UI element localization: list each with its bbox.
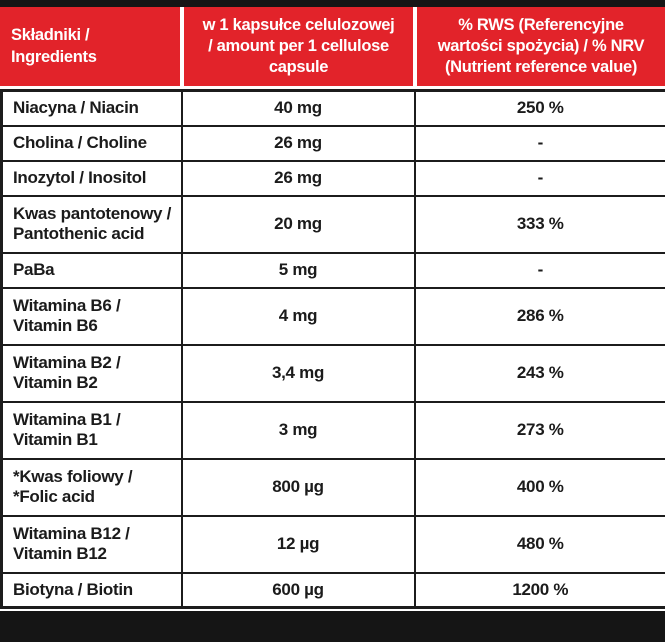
header-rws-nrv: % RWS (Referencyjne wartości spożycia) /… bbox=[413, 7, 665, 86]
ingredient-rws: - bbox=[413, 124, 665, 162]
ingredient-amount: 12 µg bbox=[180, 514, 416, 574]
ingredient-rws: - bbox=[413, 159, 665, 197]
bottom-gap bbox=[0, 609, 665, 611]
header-body-divider bbox=[0, 86, 665, 89]
ingredient-name: Niacyna / Niacin bbox=[0, 89, 183, 127]
ingredient-rws: 480 % bbox=[413, 514, 665, 574]
table-row: Inozytol / Inositol 26 mg - bbox=[0, 159, 665, 197]
ingredient-rws: 273 % bbox=[413, 400, 665, 460]
ingredients-table: Niacyna / Niacin 40 mg 250 % Cholina / C… bbox=[0, 89, 665, 609]
ingredient-amount: 3,4 mg bbox=[180, 343, 416, 403]
ingredient-name: Witamina B12 / Vitamin B12 bbox=[0, 514, 183, 574]
table-row: Witamina B12 / Vitamin B12 12 µg 480 % bbox=[0, 514, 665, 574]
ingredient-amount: 800 µg bbox=[180, 457, 416, 517]
table-row: Biotyna / Biotin 600 µg 1200 % bbox=[0, 571, 665, 609]
ingredient-name: *Kwas foliowy / *Folic acid bbox=[0, 457, 183, 517]
bottom-border-bar bbox=[0, 611, 665, 642]
top-border-bar bbox=[0, 0, 665, 7]
ingredient-name: PaBa bbox=[0, 251, 183, 289]
table-row: Niacyna / Niacin 40 mg 250 % bbox=[0, 89, 665, 127]
ingredient-rws: 400 % bbox=[413, 457, 665, 517]
ingredient-amount: 5 mg bbox=[180, 251, 416, 289]
table-header: Składniki / Ingredients w 1 kapsułce cel… bbox=[0, 7, 665, 86]
header-amount-per-capsule: w 1 kapsułce celulozowej / amount per 1 … bbox=[180, 7, 413, 86]
ingredient-name: Witamina B6 / Vitamin B6 bbox=[0, 286, 183, 346]
ingredient-amount: 40 mg bbox=[180, 89, 416, 127]
ingredient-rws: 243 % bbox=[413, 343, 665, 403]
table-row: Witamina B6 / Vitamin B6 4 mg 286 % bbox=[0, 286, 665, 346]
table-row: PaBa 5 mg - bbox=[0, 251, 665, 289]
ingredient-rws: 250 % bbox=[413, 89, 665, 127]
table-row: Witamina B1 / Vitamin B1 3 mg 273 % bbox=[0, 400, 665, 460]
ingredient-amount: 26 mg bbox=[180, 124, 416, 162]
ingredient-name: Inozytol / Inositol bbox=[0, 159, 183, 197]
ingredient-rws: 1200 % bbox=[413, 571, 665, 609]
ingredient-amount: 3 mg bbox=[180, 400, 416, 460]
ingredient-name: Witamina B1 / Vitamin B1 bbox=[0, 400, 183, 460]
ingredient-name: Witamina B2 / Vitamin B2 bbox=[0, 343, 183, 403]
table-row: Witamina B2 / Vitamin B2 3,4 mg 243 % bbox=[0, 343, 665, 403]
ingredient-name: Kwas pantotenowy / Pantothenic acid bbox=[0, 194, 183, 254]
ingredient-rws: 333 % bbox=[413, 194, 665, 254]
ingredient-amount: 26 mg bbox=[180, 159, 416, 197]
table-row: Cholina / Choline 26 mg - bbox=[0, 124, 665, 162]
ingredient-amount: 20 mg bbox=[180, 194, 416, 254]
ingredient-rws: 286 % bbox=[413, 286, 665, 346]
header-ingredients: Składniki / Ingredients bbox=[11, 26, 97, 66]
ingredient-amount: 600 µg bbox=[180, 571, 416, 609]
table-row: Kwas pantotenowy / Pantothenic acid 20 m… bbox=[0, 194, 665, 254]
table-row: *Kwas foliowy / *Folic acid 800 µg 400 % bbox=[0, 457, 665, 517]
ingredient-amount: 4 mg bbox=[180, 286, 416, 346]
ingredient-rws: - bbox=[413, 251, 665, 289]
ingredient-name: Cholina / Choline bbox=[0, 124, 183, 162]
ingredient-name: Biotyna / Biotin bbox=[0, 571, 183, 609]
